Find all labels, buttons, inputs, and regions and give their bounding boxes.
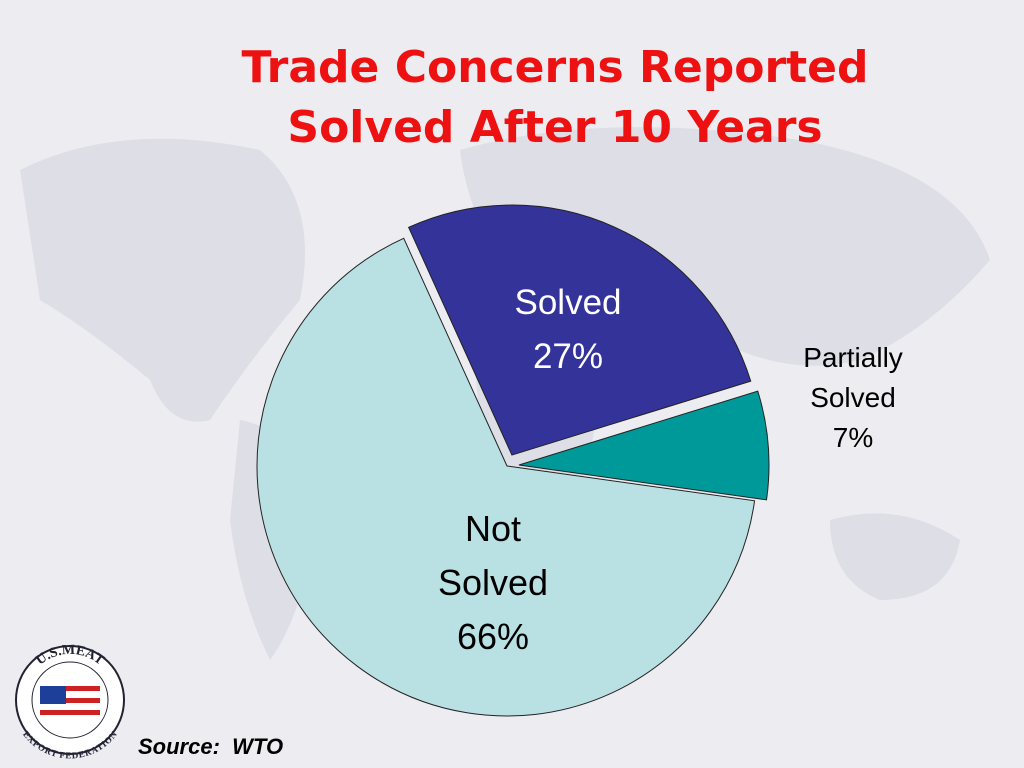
logo-canton [40, 686, 66, 704]
category-label: Solved [514, 283, 622, 322]
pie [256, 204, 770, 717]
logo-ring-inner [31, 661, 109, 739]
pie-slice [518, 390, 770, 501]
category-label: Not Solved [437, 508, 549, 603]
logo-stripe [40, 686, 100, 691]
pie-slice [256, 237, 756, 717]
category-label: Partially Solved [803, 342, 903, 413]
slice-label: Solved 27% [488, 276, 648, 384]
slice-label: Partially Solved 7% [780, 338, 926, 458]
logo: U.S.MEAT EXPORT FEDERATION [15, 643, 125, 760]
value-label: 7% [832, 422, 874, 453]
slice-label: Not Solved 66% [418, 502, 568, 664]
value-label: 27% [532, 337, 604, 376]
source: Source: WTO [138, 734, 284, 759]
value-label: 66% [456, 616, 530, 657]
pie-slice [407, 204, 752, 456]
logo-stripe [40, 698, 100, 703]
chart-title: Trade Concerns Reported Solved After 10 … [241, 42, 869, 153]
logo-stripe [40, 710, 100, 715]
